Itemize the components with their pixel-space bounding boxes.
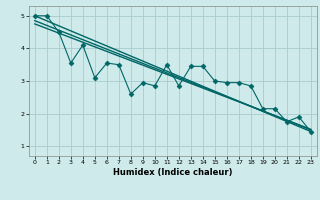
X-axis label: Humidex (Indice chaleur): Humidex (Indice chaleur) — [113, 168, 233, 177]
